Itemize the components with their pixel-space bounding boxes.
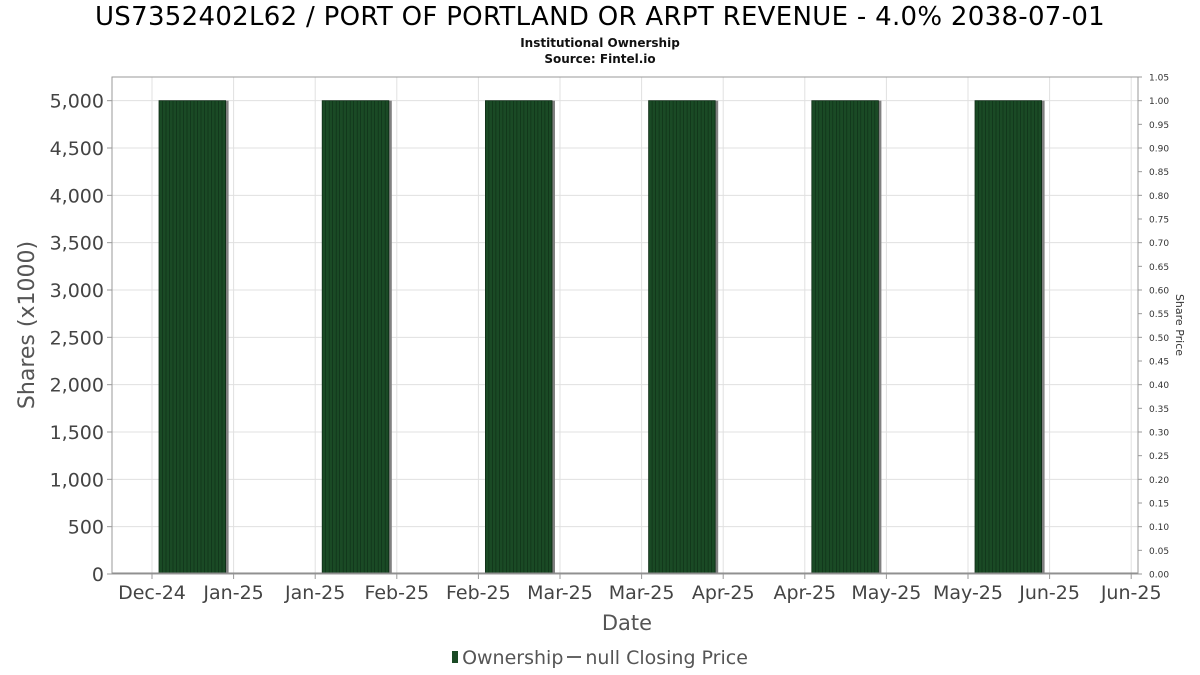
y2-tick-label: 0.90 bbox=[1149, 145, 1169, 155]
y2-tick-label: 0.30 bbox=[1149, 429, 1169, 439]
y-tick-label: 2,000 bbox=[50, 375, 104, 397]
x-tick-label: Jun-25 bbox=[1100, 582, 1162, 604]
y-tick-label: 1,000 bbox=[50, 469, 104, 491]
y2-tick-label: 0.50 bbox=[1149, 334, 1169, 344]
bar-body bbox=[484, 100, 553, 575]
grid-lines bbox=[112, 77, 1138, 575]
y2-tick-label: 0.15 bbox=[1149, 500, 1169, 510]
y-tick-label: 2,500 bbox=[50, 327, 104, 349]
x-tick-label: Jun-25 bbox=[1018, 582, 1080, 604]
y2-tick-label: 0.80 bbox=[1149, 192, 1169, 202]
x-tick-label: Jan-25 bbox=[202, 582, 263, 604]
legend-ownership: Ownership bbox=[462, 647, 564, 669]
y-tick-label: 500 bbox=[68, 517, 104, 539]
bar-body bbox=[648, 100, 716, 575]
y2-tick-label: 0.70 bbox=[1149, 239, 1169, 249]
x-tick-label: Apr-25 bbox=[773, 582, 836, 604]
y2-tick-label: 0.10 bbox=[1149, 523, 1169, 533]
y-tick-label: 5,000 bbox=[50, 91, 104, 113]
legend-price: null Closing Price bbox=[585, 647, 748, 669]
y2-axis-ticks: 0.00 0.05 0.10 0.15 0.20 0.25 0.30 0.35 0.40 0.45… bbox=[1138, 74, 1169, 581]
x-tick-label: Jan-25 bbox=[284, 582, 345, 604]
y2-tick-label: 0.85 bbox=[1149, 168, 1169, 178]
x-axis-label: Date bbox=[602, 611, 652, 635]
x-tick-label: May-25 bbox=[933, 582, 1003, 604]
ownership-bar bbox=[974, 100, 1045, 575]
x-tick-label: Feb-25 bbox=[446, 582, 511, 604]
y2-tick-label: 0.25 bbox=[1149, 452, 1169, 462]
x-tick-label: Feb-25 bbox=[364, 582, 429, 604]
x-tick-label: Apr-25 bbox=[692, 582, 755, 604]
bar-body bbox=[158, 100, 226, 575]
y-tick-label: 1,500 bbox=[50, 422, 104, 444]
plot-frame bbox=[111, 76, 1139, 575]
y2-tick-label: 0.00 bbox=[1149, 571, 1169, 581]
y-axis-label: Shares (x1000) bbox=[15, 241, 40, 409]
y2-tick-label: 0.95 bbox=[1149, 121, 1169, 131]
y2-tick-label: 0.40 bbox=[1149, 381, 1169, 391]
bar-body bbox=[974, 100, 1042, 575]
y2-tick-label: 0.45 bbox=[1149, 358, 1169, 368]
price-line-icon bbox=[567, 656, 582, 658]
y-tick-label: 4,000 bbox=[50, 185, 104, 207]
x-tick-label: Dec-24 bbox=[118, 582, 186, 604]
y2-tick-label: 0.75 bbox=[1149, 216, 1169, 226]
y2-tick-label: 0.35 bbox=[1149, 405, 1169, 415]
y-tick-label: 0 bbox=[92, 564, 104, 586]
bar-body bbox=[811, 100, 879, 575]
y-tick-label: 3,000 bbox=[50, 280, 104, 302]
y2-axis-label: Share Price bbox=[1173, 294, 1186, 356]
y2-tick-label: 0.60 bbox=[1149, 287, 1169, 297]
chart-source: Source: Fintel.io bbox=[544, 52, 656, 66]
legend: Ownership null Closing Price bbox=[0, 647, 1200, 669]
bars bbox=[112, 100, 1138, 575]
x-tick-label: May-25 bbox=[851, 582, 921, 604]
ownership-bar bbox=[648, 100, 719, 575]
y2-tick-label: 0.05 bbox=[1149, 547, 1169, 557]
ownership-swatch-icon bbox=[452, 651, 459, 663]
ownership-bar bbox=[811, 100, 882, 575]
y2-tick-label: 0.20 bbox=[1149, 476, 1169, 486]
ownership-bar bbox=[484, 100, 555, 575]
bar-body bbox=[321, 100, 390, 575]
y-tick-label: 4,500 bbox=[50, 138, 104, 160]
chart-title: US7352402L62 / PORT OF PORTLAND OR ARPT … bbox=[94, 2, 1106, 32]
y2-tick-label: 0.55 bbox=[1149, 310, 1169, 320]
y-axis-ticks: 0 500 1,000 1,500 2,000 2,500 3,000 3,500 4,000 4… bbox=[50, 91, 112, 586]
chart-subtitle: Institutional Ownership bbox=[520, 36, 680, 50]
x-tick-label: Mar-25 bbox=[609, 582, 675, 604]
y-tick-label: 3,500 bbox=[50, 233, 104, 255]
x-tick-label: Mar-25 bbox=[527, 582, 593, 604]
y2-tick-label: 1.00 bbox=[1149, 97, 1169, 107]
y2-tick-label: 1.05 bbox=[1149, 74, 1169, 84]
ownership-bar bbox=[321, 100, 392, 575]
ownership-bar bbox=[158, 100, 229, 575]
x-axis-ticks: Dec-24 Jan-25 Jan-25 Feb-25 Feb-25 Mar-25 Mar-… bbox=[118, 574, 1162, 604]
y2-tick-label: 0.65 bbox=[1149, 263, 1169, 273]
